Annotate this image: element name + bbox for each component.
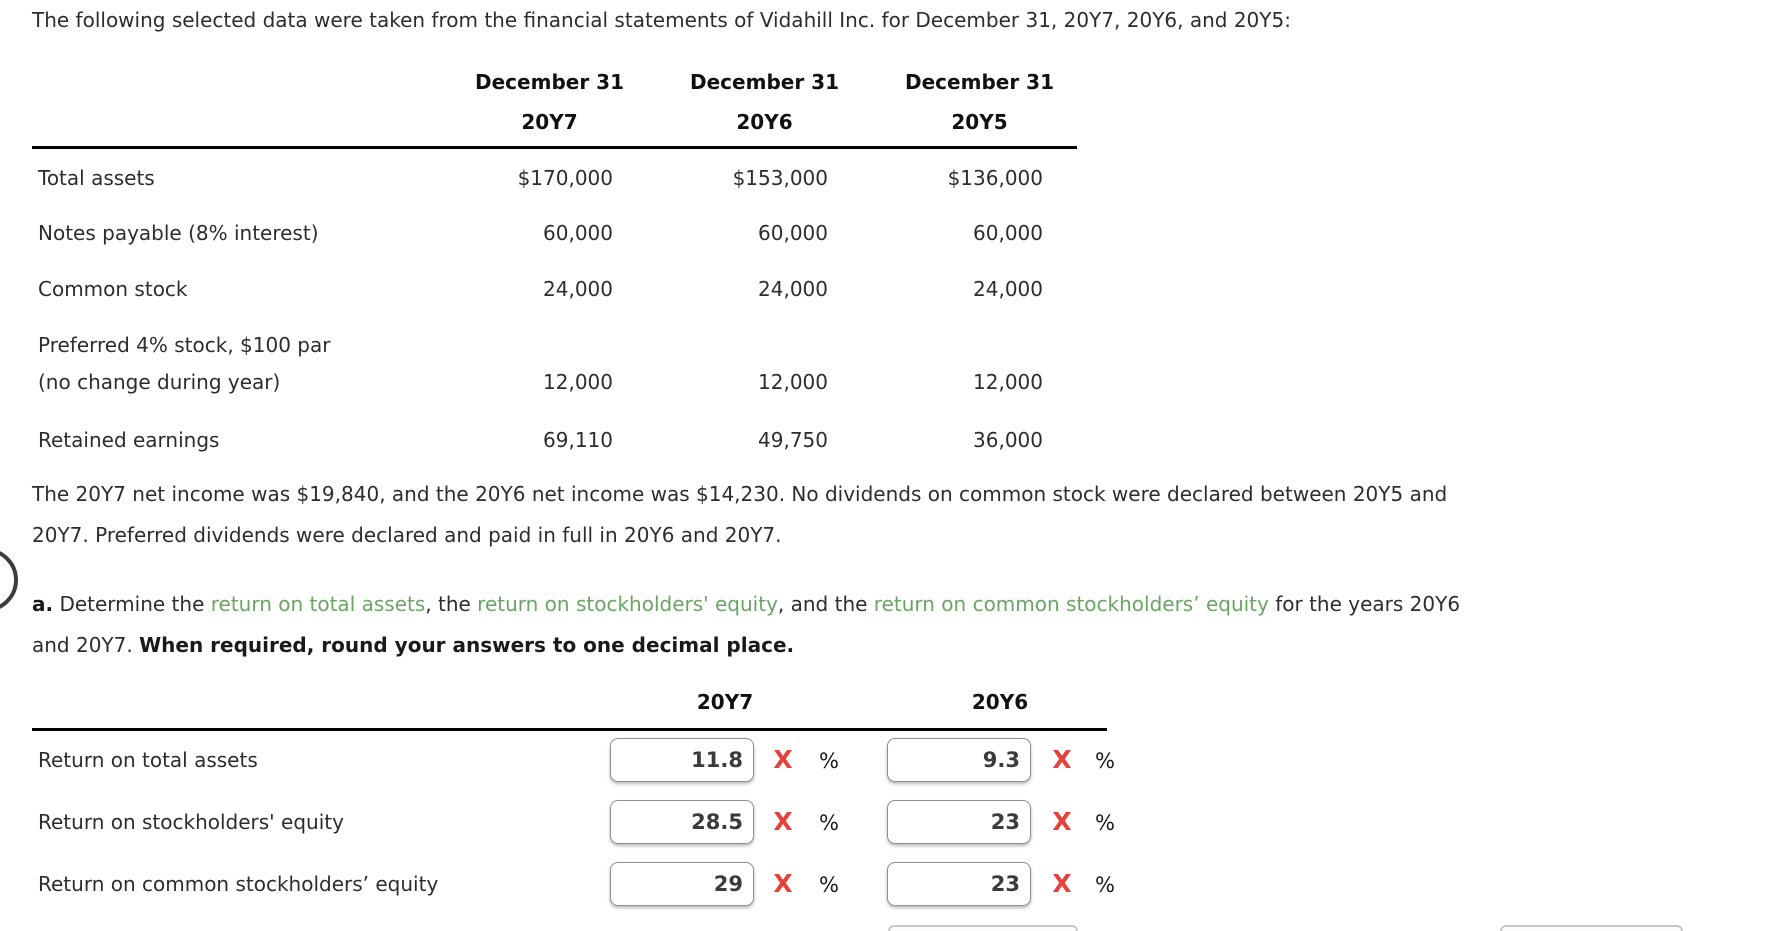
glossary-link-return-on-stockholders-equity[interactable]: return on stockholders' equity [477, 592, 778, 616]
cell-value: 12,000 [973, 370, 1043, 394]
column-header-20y7: December 31 20Y7 [442, 62, 657, 142]
column-header-line2: 20Y7 [521, 110, 578, 134]
incorrect-icon: X [1052, 807, 1072, 836]
column-header-line1: December 31 [475, 70, 624, 94]
answer-input-20y6[interactable] [887, 738, 1031, 782]
row-label: Common stock [38, 277, 188, 301]
cell-value: 36,000 [973, 428, 1043, 452]
note-line2: 20Y7. Preferred dividends were declared … [32, 523, 782, 547]
row-label: Return on stockholders' equity [38, 810, 344, 834]
cell-value: 60,000 [543, 221, 613, 245]
cell-value: 24,000 [543, 277, 613, 301]
cell-value: 60,000 [973, 221, 1043, 245]
cell-value: 49,750 [758, 428, 828, 452]
cell-value: 24,000 [973, 277, 1043, 301]
question-a-text: a. Determine the return on total assets,… [32, 584, 1772, 666]
cell-value: $153,000 [732, 166, 828, 190]
row-label: Return on total assets [38, 748, 258, 772]
statement-table-header-row: December 31 20Y7 December 31 20Y6 Decemb… [32, 60, 1092, 142]
row-label-line1: Preferred 4% stock, $100 par [38, 333, 331, 357]
question-text: , the [425, 592, 478, 616]
table-rule [32, 728, 1107, 731]
answer-column-header-20y7: 20Y7 [696, 690, 754, 714]
question-text: for the years 20Y6 [1268, 592, 1461, 616]
percent-label: % [819, 811, 839, 835]
column-header-line2: 20Y6 [736, 110, 793, 134]
cell-value: 12,000 [758, 370, 828, 394]
answer-input-20y6[interactable] [887, 800, 1031, 844]
percent-label: % [1095, 749, 1115, 773]
column-header-20y6: December 31 20Y6 [657, 62, 872, 142]
incorrect-icon: X [1052, 745, 1072, 774]
row-label-line2: (no change during year) [38, 370, 281, 394]
row-label: Retained earnings [38, 428, 220, 452]
incorrect-icon: X [773, 745, 793, 774]
question-text: and 20Y7. [32, 633, 140, 657]
table-row: Preferred 4% stock, $100 par (no change … [32, 327, 1092, 401]
question-text: , and the [777, 592, 874, 616]
cell-value: $136,000 [947, 166, 1043, 190]
percent-label: % [1095, 873, 1115, 897]
partial-answer-input-box[interactable] [888, 925, 1078, 931]
cell-value: 69,110 [543, 428, 613, 452]
answer-input-20y7[interactable] [610, 738, 754, 782]
rounding-instruction: When required, round your answers to one… [139, 633, 795, 657]
answer-table: 20Y7 20Y6 Return on total assets X % X %… [32, 676, 1162, 930]
question-letter: a. [32, 592, 54, 616]
cell-value: $170,000 [517, 166, 613, 190]
answer-row-return-on-stockholders-equity: Return on stockholders' equity X % X % [32, 800, 1162, 844]
row-label: Return on common stockholders’ equity [38, 872, 439, 896]
percent-label: % [819, 749, 839, 773]
answer-column-header-20y6: 20Y6 [971, 690, 1029, 714]
incorrect-icon: X [1052, 869, 1072, 898]
question-text: Determine the [53, 592, 211, 616]
row-label: Notes payable (8% interest) [38, 221, 319, 245]
intro-text: The following selected data were taken f… [32, 8, 1291, 32]
note-text: The 20Y7 net income was $19,840, and the… [32, 474, 1772, 556]
answer-row-return-on-common-stockholders-equity: Return on common stockholders’ equity X … [32, 862, 1162, 906]
glossary-link-return-on-common-stockholders-equity[interactable]: return on common stockholders’ equity [873, 592, 1269, 616]
cell-value: 60,000 [758, 221, 828, 245]
statement-table: December 31 20Y7 December 31 20Y6 Decemb… [32, 60, 1092, 454]
cell-value: 12,000 [543, 370, 613, 394]
partial-answer-input-box[interactable] [1500, 925, 1683, 931]
incorrect-icon: X [773, 807, 793, 836]
note-line1: The 20Y7 net income was $19,840, and the… [32, 482, 1448, 506]
column-header-line1: December 31 [905, 70, 1054, 94]
table-row: Total assets $170,000 $153,000 $136,000 [32, 164, 1092, 192]
table-row: Common stock 24,000 24,000 24,000 [32, 275, 1092, 303]
answer-input-20y6[interactable] [887, 862, 1031, 906]
percent-label: % [1095, 811, 1115, 835]
glossary-link-return-on-total-assets[interactable]: return on total assets [210, 592, 426, 616]
table-rule [32, 146, 1077, 149]
answer-input-20y7[interactable] [610, 862, 754, 906]
answer-row-return-on-total-assets: Return on total assets X % X % [32, 738, 1162, 782]
incorrect-icon: X [773, 869, 793, 898]
answer-input-20y7[interactable] [610, 800, 754, 844]
row-label: Total assets [38, 166, 155, 190]
page-edge-circle-decoration [0, 548, 18, 612]
table-row: Notes payable (8% interest) 60,000 60,00… [32, 219, 1092, 247]
percent-label: % [819, 873, 839, 897]
column-header-line1: December 31 [690, 70, 839, 94]
column-header-20y5: December 31 20Y5 [872, 62, 1087, 142]
table-row: Retained earnings 69,110 49,750 36,000 [32, 426, 1092, 454]
column-header-line2: 20Y5 [951, 110, 1008, 134]
row-label: Preferred 4% stock, $100 par (no change … [32, 327, 442, 401]
cell-value: 24,000 [758, 277, 828, 301]
